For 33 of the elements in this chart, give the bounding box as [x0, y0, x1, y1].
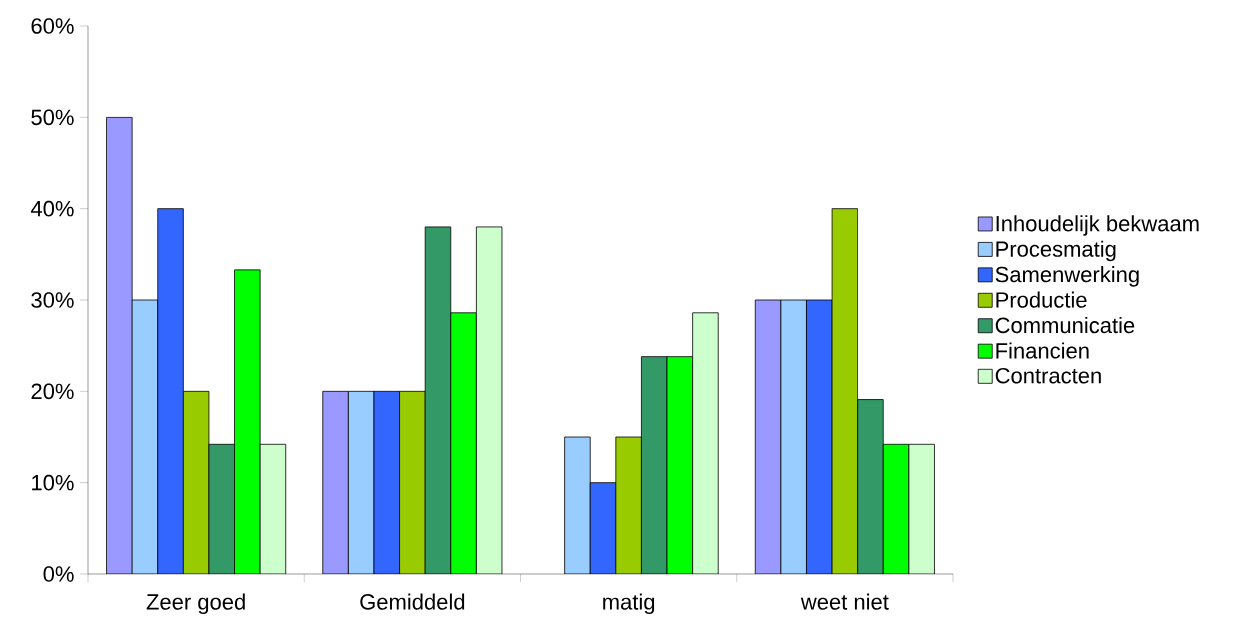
bar: [208, 443, 235, 574]
y-tick-label: 30%: [31, 292, 74, 308]
bar: [373, 390, 400, 574]
bar: [157, 208, 184, 574]
bar: [806, 299, 833, 574]
bar: [754, 299, 782, 574]
legend-label: Productie: [996, 291, 1087, 308]
x-tick-label: matig: [603, 593, 655, 615]
y-tick-label: 10%: [32, 474, 74, 491]
legend-label: Financien: [996, 342, 1089, 359]
legend-label: Contracten: [995, 367, 1101, 384]
legend-label: Procesmatig: [996, 240, 1116, 262]
bar: [106, 116, 133, 574]
y-tick-label: 50%: [31, 109, 74, 126]
y-tick-label: 40%: [30, 200, 74, 217]
bar: [322, 390, 349, 574]
bar: [424, 226, 452, 574]
bar: [259, 443, 287, 574]
y-tick-label: 0%: [43, 566, 74, 582]
legend-label: Inhoudelijk bekwaam: [996, 215, 1199, 236]
bar: [908, 443, 935, 574]
bar: [641, 356, 668, 574]
bar: [857, 399, 884, 574]
legend-label: Samenwerking: [995, 266, 1139, 287]
y-tick-label: 60%: [31, 18, 74, 34]
bar: [589, 482, 617, 574]
legend-label: Communicatie: [995, 317, 1135, 334]
x-tick-label: weet niet: [800, 593, 889, 610]
y-tick-label: 20%: [31, 383, 74, 400]
bar: [475, 226, 503, 574]
bar: [692, 312, 719, 574]
x-tick-label: Gemiddeld: [360, 593, 465, 610]
x-tick-label: Zeer goed: [146, 593, 245, 615]
